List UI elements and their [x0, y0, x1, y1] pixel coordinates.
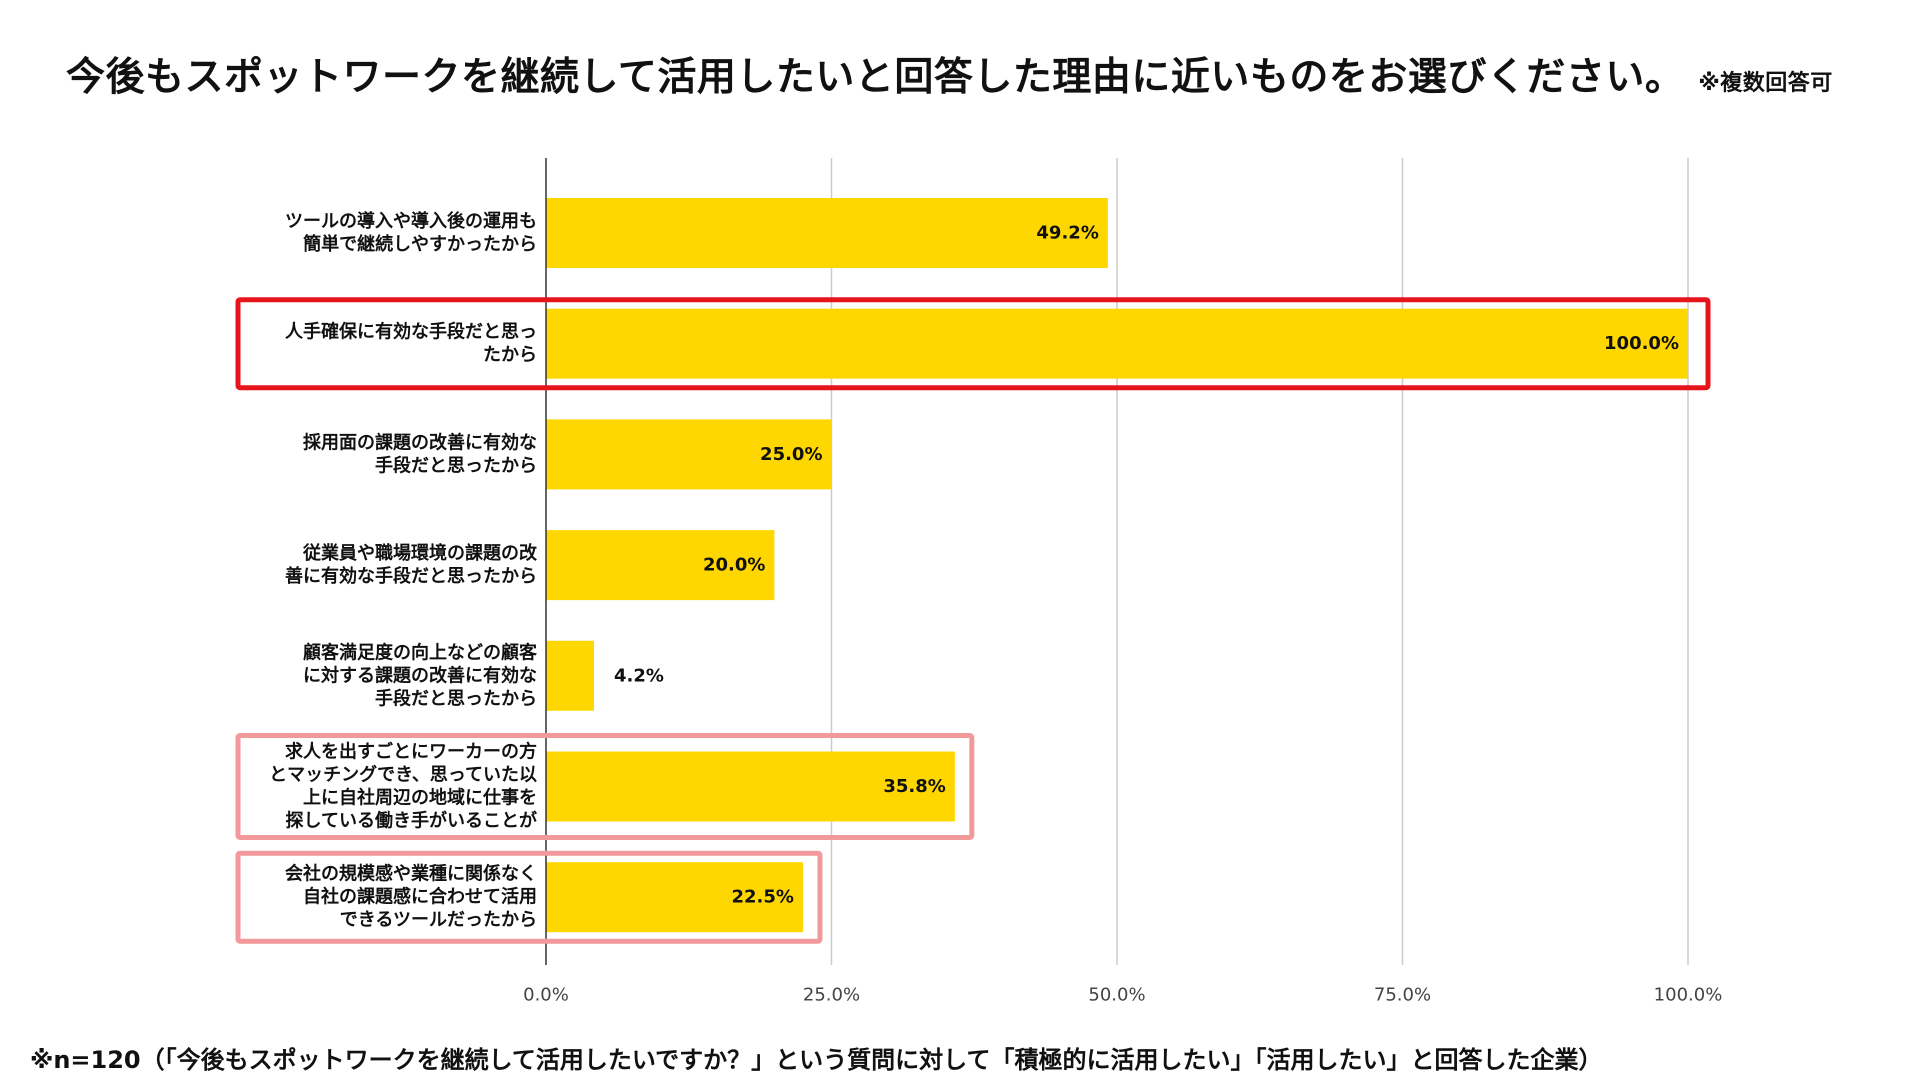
- x-tick-label: 50.0%: [1088, 985, 1145, 1006]
- x-tick-label: 75.0%: [1374, 985, 1431, 1006]
- highlight-frame: [235, 297, 1711, 391]
- category-label: 手段だと思ったから: [375, 454, 537, 476]
- category-label: ツールの導入や導入後の運用も: [285, 210, 537, 232]
- bar-value-label: 20.0%: [703, 555, 765, 576]
- category-label: 手段だと思ったから: [375, 687, 537, 709]
- category-label: 簡単で継続しやすかったから: [303, 233, 537, 255]
- bar: [546, 530, 775, 601]
- bar-value-label: 49.2%: [1036, 223, 1098, 244]
- bar: [546, 640, 594, 711]
- category-label: 顧客満足度の向上などの顧客: [303, 641, 538, 663]
- bar: [546, 751, 955, 822]
- chart-title-main: 今後もスポットワークを継続して活用したいと回答した理由に近いものをお選びください…: [66, 55, 1685, 100]
- footnote: ※n=120（「今後もスポットワークを継続して活用したいですか？」という質問に対…: [30, 1046, 1603, 1074]
- category-label: 従業員や職場環境の課題の改: [302, 542, 538, 564]
- bar-value-label: 4.2%: [614, 665, 664, 686]
- bar-value-label: 25.0%: [760, 444, 822, 465]
- x-tick-label: 100.0%: [1654, 985, 1723, 1006]
- category-label: 人手確保に有効な手段だと思っ: [285, 321, 537, 343]
- highlight-frame: [235, 733, 975, 840]
- highlight-frame: [235, 850, 823, 944]
- chart-title: 今後もスポットワークを継続して活用したいと回答した理由に近いものをお選びください…: [66, 46, 1833, 102]
- chart-title-note: ※複数回答可: [1698, 71, 1833, 96]
- bar: [546, 308, 1688, 379]
- x-tick-label: 25.0%: [803, 985, 860, 1006]
- x-tick-label: 0.0%: [523, 985, 569, 1006]
- bar: [546, 419, 832, 490]
- category-label: できるツールだったから: [340, 910, 537, 931]
- bar-value-label: 22.5%: [731, 887, 793, 908]
- bar-value-label: 100.0%: [1604, 333, 1679, 354]
- category-label: たから: [483, 345, 537, 366]
- bar-value-label: 35.8%: [883, 776, 945, 797]
- category-label: 求人を出すごとにワーカーの方: [285, 741, 537, 763]
- bar: [546, 862, 803, 933]
- category-label: 探している働き手がいることが: [286, 810, 537, 832]
- category-label: とマッチングでき、思っていた以: [269, 764, 537, 786]
- category-label: 自社の課題感に合わせて活用: [303, 886, 537, 908]
- category-label: 善に有効な手段だと思ったから: [285, 565, 537, 587]
- category-label: 会社の規模感や業種に関係なく: [285, 863, 537, 885]
- category-label: 上に自社周辺の地域に仕事を: [303, 787, 537, 809]
- category-label: 採用面の課題の改善に有効な: [303, 431, 537, 453]
- bar: [546, 198, 1108, 268]
- category-label: に対する課題の改善に有効な: [303, 664, 537, 686]
